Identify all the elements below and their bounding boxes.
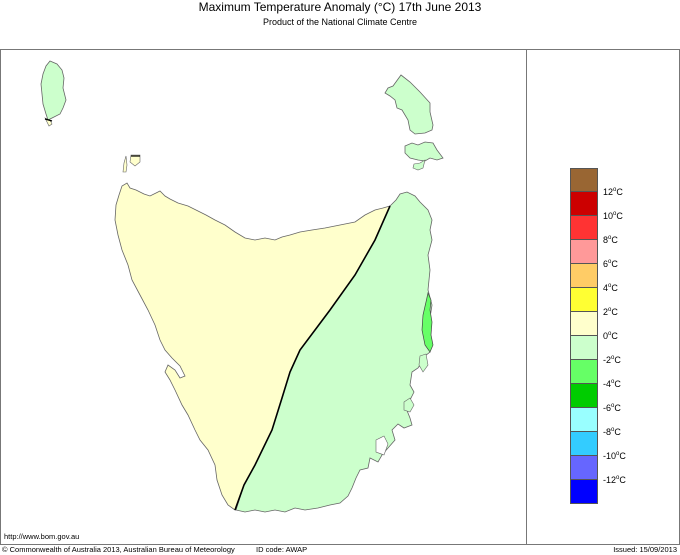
flinders-island (384, 74, 434, 135)
legend-swatch (570, 456, 598, 480)
legend-swatch (570, 336, 598, 360)
east-coast-anomaly-strip (421, 291, 434, 353)
legend-swatch (570, 240, 598, 264)
bom-url-link[interactable]: http://www.bom.gov.au (4, 532, 80, 541)
legend-tick: 4oC (603, 283, 618, 293)
legend-swatch (570, 192, 598, 216)
legend-swatch (570, 264, 598, 288)
legend-swatch (570, 360, 598, 384)
legend-swatch (570, 312, 598, 336)
legend-swatch (570, 408, 598, 432)
legend-tick: 2oC (603, 307, 618, 317)
legend-tick: 0oC (603, 331, 618, 341)
legend-divider (526, 49, 527, 544)
legend-tick: -10oC (603, 451, 626, 461)
legend-tick: -12oC (603, 475, 626, 485)
map-subtitle: Product of the National Climate Centre (262, 17, 418, 27)
legend-tick: -6oC (603, 403, 621, 413)
copyright-text: © Commonwealth of Australia 2013, Austra… (2, 545, 235, 554)
legend-tick: -2oC (603, 355, 621, 365)
color-legend (570, 168, 598, 504)
legend-swatch (570, 384, 598, 408)
issued-date: Issued: 15/09/2013 (613, 545, 677, 554)
zero-degree-contour (234, 205, 391, 511)
map-title: Maximum Temperature Anomaly (°C) 17th Ju… (198, 0, 482, 14)
legend-tick: 8oC (603, 235, 618, 245)
legend-swatch (570, 480, 598, 504)
id-code: ID code: AWAP (256, 545, 308, 554)
legend-tick: -4oC (603, 379, 621, 389)
tasmania-map (40, 60, 444, 513)
legend-swatch (570, 432, 598, 456)
legend-swatch (570, 168, 598, 192)
legend-tick: -8oC (603, 427, 621, 437)
legend-tick: 12oC (603, 187, 623, 197)
legend-swatch (570, 288, 598, 312)
king-island (40, 60, 67, 121)
legend-swatch (570, 216, 598, 240)
legend-tick: 10oC (603, 211, 623, 221)
cape-barren-island (404, 141, 444, 162)
tasmania-east-region (235, 191, 433, 513)
legend-tick: 6oC (603, 259, 618, 269)
